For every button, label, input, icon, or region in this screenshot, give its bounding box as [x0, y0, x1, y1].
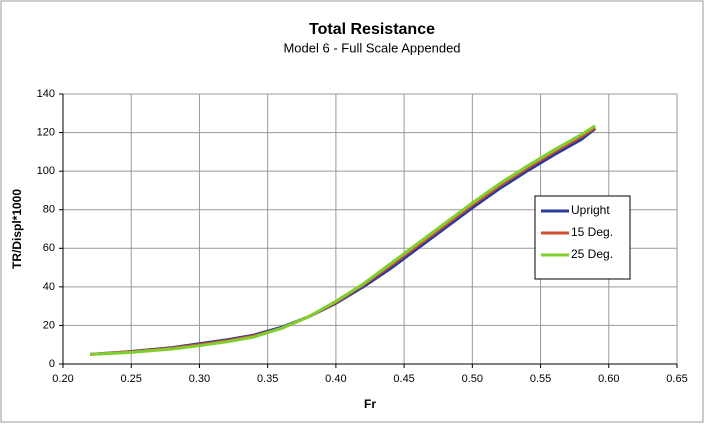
y-tick-label: 80 [43, 204, 55, 216]
series-line [90, 124, 596, 356]
chart-subtitle: Model 6 - Full Scale Appended [283, 40, 460, 55]
x-tick-label: 0.55 [530, 373, 551, 385]
x-tick-label: 0.40 [325, 373, 346, 385]
x-tick-label: 0.25 [121, 373, 142, 385]
x-tick-label: 0.50 [462, 373, 483, 385]
legend-label: 15 Deg. [571, 225, 613, 239]
x-axis-label: Fr [364, 397, 376, 411]
y-tick-label: 40 [43, 281, 55, 293]
chart-title: Total Resistance [309, 21, 435, 38]
legend-label: 25 Deg. [571, 247, 613, 261]
x-tick-label: 0.35 [257, 373, 278, 385]
legend-label: Upright [571, 203, 610, 217]
y-tick-label: 100 [37, 165, 55, 177]
y-tick-label: 0 [49, 358, 55, 370]
x-tick-label: 0.45 [393, 373, 414, 385]
x-tick-label: 0.65 [666, 373, 687, 385]
x-tick-label: 0.30 [189, 373, 210, 385]
x-tick-label: 0.20 [52, 373, 73, 385]
y-axis-label: TR/Displ*1000 [10, 189, 24, 269]
x-tick-label: 0.60 [598, 373, 619, 385]
y-tick-label: 120 [37, 126, 55, 138]
y-tick-label: 20 [43, 319, 55, 331]
y-tick-label: 60 [43, 242, 55, 254]
y-tick-label: 140 [37, 88, 55, 100]
